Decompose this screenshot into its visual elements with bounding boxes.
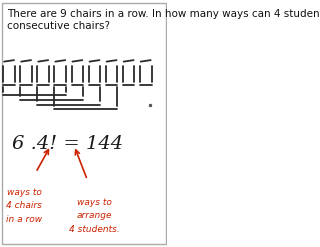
Text: ways to: ways to [76, 198, 111, 206]
Text: 4 chairs: 4 chairs [6, 201, 42, 210]
Text: arrange: arrange [76, 211, 112, 220]
Text: ways to: ways to [7, 188, 42, 197]
Text: in a row: in a row [6, 215, 42, 224]
Text: There are 9 chairs in a row. In how many ways can 4 students be seated in
consec: There are 9 chairs in a row. In how many… [7, 9, 320, 31]
Text: 4 students.: 4 students. [69, 225, 119, 234]
Text: 6 .4! = 144: 6 .4! = 144 [12, 135, 123, 153]
